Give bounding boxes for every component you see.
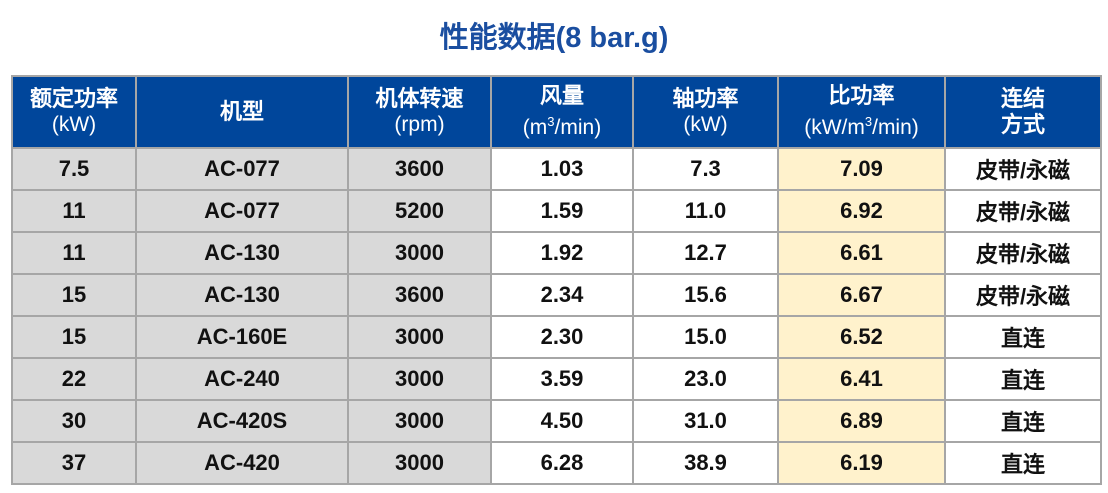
table-row: 30 AC-420S 3000 4.50 31.0 6.89 直连 [11,399,1102,443]
header-shaft-power: 轴功率 (kW) [632,75,779,149]
cell-model: AC-420 [135,441,349,485]
cell-shaft-power: 12.7 [632,231,779,275]
cell-rated-power: 15 [11,273,137,317]
cell-speed: 3600 [347,273,492,317]
cell-airflow: 6.28 [490,441,634,485]
cell-model: AC-130 [135,273,349,317]
header-model: 机型 [135,75,349,149]
cell-model: AC-160E [135,315,349,359]
cell-model: AC-420S [135,399,349,443]
header-speed: 机体转速 (rpm) [347,75,492,149]
cell-speed: 5200 [347,189,492,233]
cell-specific-power: 6.41 [777,357,946,401]
cell-specific-power: 6.19 [777,441,946,485]
cell-shaft-power: 7.3 [632,147,779,191]
cell-speed: 3000 [347,315,492,359]
cell-rated-power: 15 [11,315,137,359]
table-row: 15 AC-130 3600 2.34 15.6 6.67 皮带/永磁 [11,273,1102,317]
cell-rated-power: 37 [11,441,137,485]
cell-shaft-power: 38.9 [632,441,779,485]
cell-airflow: 1.03 [490,147,634,191]
cell-shaft-power: 11.0 [632,189,779,233]
cell-connection: 直连 [944,399,1102,443]
cell-specific-power: 6.61 [777,231,946,275]
table-row: 11 AC-130 3000 1.92 12.7 6.61 皮带/永磁 [11,231,1102,275]
cell-speed: 3000 [347,357,492,401]
header-connection: 连结 方式 [944,75,1102,149]
cell-model: AC-077 [135,189,349,233]
cell-connection: 皮带/永磁 [944,189,1102,233]
header-row: 额定功率 (kW) 机型 机体转速 (rpm) 风量 (m3/min) 轴功率 (kW)… [11,75,1102,149]
cell-rated-power: 7.5 [11,147,137,191]
page-title: 性能数据(8 bar.g) [439,22,669,54]
cell-connection: 皮带/永磁 [944,273,1102,317]
cell-connection: 直连 [944,441,1102,485]
cell-rated-power: 11 [11,189,137,233]
cell-speed: 3000 [347,231,492,275]
cell-shaft-power: 15.6 [632,273,779,317]
cell-model: AC-077 [135,147,349,191]
cell-airflow: 3.59 [490,357,634,401]
cell-airflow: 1.59 [490,189,634,233]
cell-airflow: 4.50 [490,399,634,443]
cell-model: AC-240 [135,357,349,401]
header-specific-power: 比功率 (kW/m3/min) [777,75,946,149]
cell-connection: 直连 [944,315,1102,359]
header-rated-power: 额定功率 (kW) [11,75,137,149]
cell-connection: 皮带/永磁 [944,231,1102,275]
cell-shaft-power: 15.0 [632,315,779,359]
header-airflow: 风量 (m3/min) [490,75,634,149]
cell-airflow: 2.34 [490,273,634,317]
table-row: 15 AC-160E 3000 2.30 15.0 6.52 直连 [11,315,1102,359]
cell-rated-power: 30 [11,399,137,443]
cell-specific-power: 6.67 [777,273,946,317]
table-row: 11 AC-077 5200 1.59 11.0 6.92 皮带/永磁 [11,189,1102,233]
cell-rated-power: 11 [11,231,137,275]
cell-specific-power: 6.89 [777,399,946,443]
table-row: 22 AC-240 3000 3.59 23.0 6.41 直连 [11,357,1102,401]
performance-table: 额定功率 (kW) 机型 机体转速 (rpm) 风量 (m3/min) 轴功率 (kW)… [11,75,1102,485]
cell-speed: 3600 [347,147,492,191]
cell-connection: 直连 [944,357,1102,401]
cell-speed: 3000 [347,441,492,485]
cell-airflow: 2.30 [490,315,634,359]
cell-model: AC-130 [135,231,349,275]
cell-connection: 皮带/永磁 [944,147,1102,191]
cell-rated-power: 22 [11,357,137,401]
cell-specific-power: 7.09 [777,147,946,191]
cell-airflow: 1.92 [490,231,634,275]
cell-speed: 3000 [347,399,492,443]
cell-shaft-power: 23.0 [632,357,779,401]
table-row: 37 AC-420 3000 6.28 38.9 6.19 直连 [11,441,1102,485]
cell-shaft-power: 31.0 [632,399,779,443]
cell-specific-power: 6.52 [777,315,946,359]
table-row: 7.5 AC-077 3600 1.03 7.3 7.09 皮带/永磁 [11,147,1102,191]
cell-specific-power: 6.92 [777,189,946,233]
